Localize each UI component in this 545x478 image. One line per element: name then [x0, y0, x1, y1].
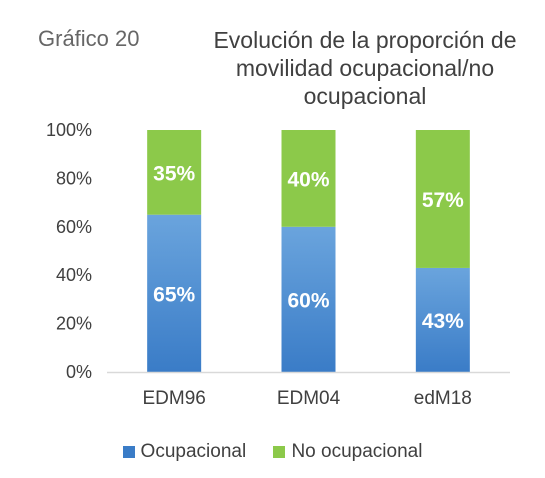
- chart-title: Evolución de la proporción de movilidad …: [190, 26, 540, 110]
- y-tick-label: 60%: [56, 217, 92, 237]
- legend-swatch-no-ocupacional: [273, 446, 286, 458]
- data-label: 60%: [287, 289, 329, 312]
- x-axis: EDM96 EDM04 edM18: [142, 388, 471, 409]
- figure-label: Gráfico 20: [38, 26, 140, 51]
- bars: 65% 35% 60% 40% 43% 57%: [147, 130, 470, 372]
- data-label: 40%: [287, 168, 329, 191]
- y-tick-label: 0%: [66, 362, 92, 382]
- chart-title-line-3: ocupacional: [303, 83, 427, 109]
- bar-segment-no-ocupacional: [415, 130, 470, 268]
- y-tick-label: 20%: [56, 314, 92, 334]
- y-tick-label: 80%: [56, 168, 92, 188]
- legend-label-no-ocupacional: No ocupacional: [291, 441, 423, 462]
- bar-segment-no-ocupacional: [281, 130, 336, 227]
- bar-segment-no-ocupacional: [147, 130, 202, 215]
- bar-segment-ocupacional: [147, 214, 202, 372]
- chart-title-line-1: Evolución de la proporción de: [213, 27, 517, 53]
- legend-item-ocupacional: Ocupacional: [122, 441, 247, 463]
- y-tick-label: 40%: [56, 265, 92, 285]
- x-category-label: EDM96: [142, 388, 205, 409]
- bar-segment-ocupacional: [281, 226, 336, 372]
- data-label: 43%: [422, 310, 464, 333]
- y-tick-label: 100%: [46, 120, 92, 140]
- legend-swatch-ocupacional: [122, 446, 135, 458]
- chart-title-line-2: movilidad ocupacional/no: [235, 55, 495, 81]
- data-label: 65%: [153, 283, 195, 306]
- legend-item-no-ocupacional: No ocupacional: [273, 441, 422, 463]
- bar-segment-ocupacional: [415, 267, 470, 372]
- legend: Ocupacional No ocupacional: [0, 441, 545, 464]
- x-category-label: EDM04: [277, 388, 341, 409]
- data-label: 57%: [422, 189, 464, 212]
- data-label: 35%: [153, 162, 195, 185]
- x-category-label: edM18: [414, 388, 472, 409]
- legend-label-ocupacional: Ocupacional: [140, 441, 247, 462]
- y-axis: 0% 20% 40% 60% 80% 100%: [46, 120, 92, 382]
